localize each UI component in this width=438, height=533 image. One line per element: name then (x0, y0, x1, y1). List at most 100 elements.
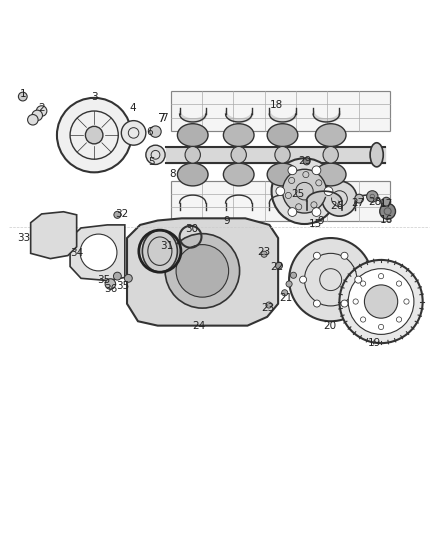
Circle shape (324, 187, 333, 196)
Text: 5: 5 (148, 157, 155, 167)
Text: 24: 24 (193, 321, 206, 330)
Text: 33: 33 (18, 233, 31, 243)
Circle shape (353, 299, 358, 304)
Text: 4: 4 (129, 102, 136, 112)
Circle shape (266, 302, 272, 308)
Text: 20: 20 (323, 321, 336, 330)
Text: 6: 6 (146, 127, 153, 136)
Circle shape (300, 276, 307, 283)
Circle shape (28, 115, 38, 125)
Text: 30: 30 (185, 224, 198, 234)
Ellipse shape (275, 147, 290, 163)
Circle shape (113, 272, 121, 280)
Circle shape (355, 194, 364, 203)
Text: 15: 15 (309, 220, 322, 229)
Circle shape (341, 300, 348, 307)
Ellipse shape (323, 147, 338, 163)
Circle shape (396, 281, 402, 286)
Circle shape (367, 191, 378, 202)
Text: 9: 9 (318, 216, 325, 226)
Circle shape (339, 260, 423, 343)
Text: 34: 34 (70, 248, 83, 259)
Circle shape (261, 251, 267, 257)
Ellipse shape (223, 163, 254, 186)
Circle shape (36, 106, 47, 116)
Text: 28: 28 (368, 197, 381, 207)
Circle shape (85, 126, 103, 144)
Circle shape (121, 120, 146, 145)
Text: 21: 21 (279, 294, 292, 303)
Circle shape (404, 299, 409, 304)
Text: 1: 1 (19, 90, 26, 99)
Text: 7: 7 (158, 112, 166, 125)
Circle shape (288, 166, 297, 175)
Text: 22: 22 (271, 262, 284, 271)
Text: 18: 18 (270, 100, 283, 110)
Polygon shape (70, 225, 125, 280)
Text: 25: 25 (291, 189, 304, 199)
Text: 31: 31 (160, 241, 173, 251)
Circle shape (124, 274, 132, 282)
Text: 23: 23 (258, 247, 271, 257)
Circle shape (303, 158, 310, 165)
Polygon shape (127, 219, 278, 326)
Ellipse shape (177, 124, 208, 147)
Circle shape (355, 276, 362, 283)
Ellipse shape (315, 124, 346, 147)
Ellipse shape (223, 124, 254, 147)
Ellipse shape (177, 163, 208, 186)
Circle shape (176, 245, 229, 297)
Text: 16: 16 (380, 215, 393, 224)
Circle shape (378, 273, 384, 279)
Circle shape (32, 110, 42, 120)
Circle shape (276, 187, 285, 196)
Circle shape (314, 300, 321, 307)
Text: 27: 27 (351, 198, 364, 208)
Text: 8: 8 (170, 168, 177, 179)
Text: 26: 26 (331, 201, 344, 211)
Circle shape (57, 98, 131, 172)
Circle shape (288, 208, 297, 216)
Circle shape (272, 158, 337, 224)
Text: 29: 29 (298, 156, 311, 166)
Circle shape (80, 234, 117, 271)
Text: 35: 35 (116, 281, 129, 291)
Circle shape (396, 317, 402, 322)
Circle shape (150, 126, 161, 138)
Circle shape (114, 211, 121, 219)
Circle shape (283, 169, 326, 213)
Circle shape (360, 281, 366, 286)
Ellipse shape (231, 147, 246, 163)
Circle shape (348, 269, 414, 334)
Text: 17: 17 (380, 199, 393, 209)
Bar (171, 91, 390, 131)
Text: 32: 32 (115, 208, 128, 219)
Circle shape (276, 262, 283, 269)
Text: 9: 9 (223, 216, 230, 226)
Circle shape (289, 238, 372, 321)
Polygon shape (31, 212, 77, 259)
Text: 19: 19 (368, 338, 381, 348)
Circle shape (314, 252, 321, 259)
Text: 35: 35 (98, 274, 111, 285)
Circle shape (105, 279, 116, 289)
Text: 3: 3 (91, 92, 98, 102)
Circle shape (380, 204, 396, 219)
Ellipse shape (267, 124, 298, 147)
Circle shape (312, 166, 321, 175)
Ellipse shape (370, 143, 383, 167)
Text: 23: 23 (261, 303, 274, 313)
Circle shape (341, 252, 348, 259)
Circle shape (290, 272, 297, 278)
Circle shape (312, 208, 321, 216)
Circle shape (360, 317, 366, 322)
Bar (171, 181, 390, 221)
Circle shape (322, 181, 357, 216)
Ellipse shape (185, 147, 200, 163)
Ellipse shape (267, 163, 298, 186)
Circle shape (378, 324, 384, 329)
Circle shape (165, 233, 240, 308)
Text: 36: 36 (104, 284, 117, 294)
Circle shape (282, 290, 288, 296)
Circle shape (382, 197, 391, 206)
